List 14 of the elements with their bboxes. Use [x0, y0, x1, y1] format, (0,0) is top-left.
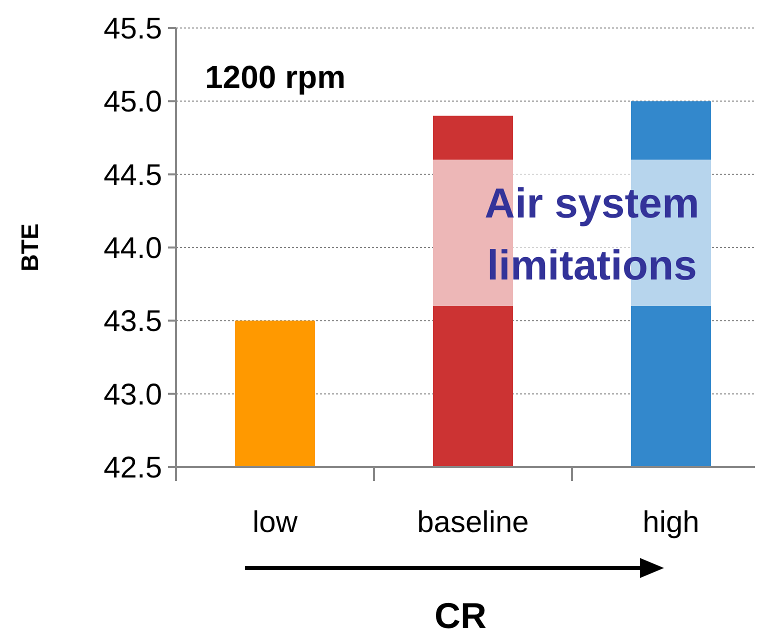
band-label: Air system limitations — [484, 180, 700, 289]
x-tick-label: high — [642, 506, 700, 539]
y-tick-label: 45.0 — [104, 86, 162, 119]
x-tick-label: low — [252, 506, 298, 539]
y-tick-label: 43.5 — [104, 305, 162, 338]
y-axis-title: BTE — [17, 224, 44, 272]
y-tick-label: 45.5 — [104, 12, 162, 46]
y-tick-label: 43.0 — [104, 378, 162, 412]
y-tick-label: 44.5 — [104, 158, 162, 192]
y-tick-label: 42.5 — [104, 452, 162, 484]
annotation: 1200 rpm — [205, 59, 346, 95]
x-axis-title: CR — [434, 595, 486, 636]
x-tick-label: baseline — [417, 506, 529, 539]
y-tick-label: 44.0 — [104, 232, 162, 265]
